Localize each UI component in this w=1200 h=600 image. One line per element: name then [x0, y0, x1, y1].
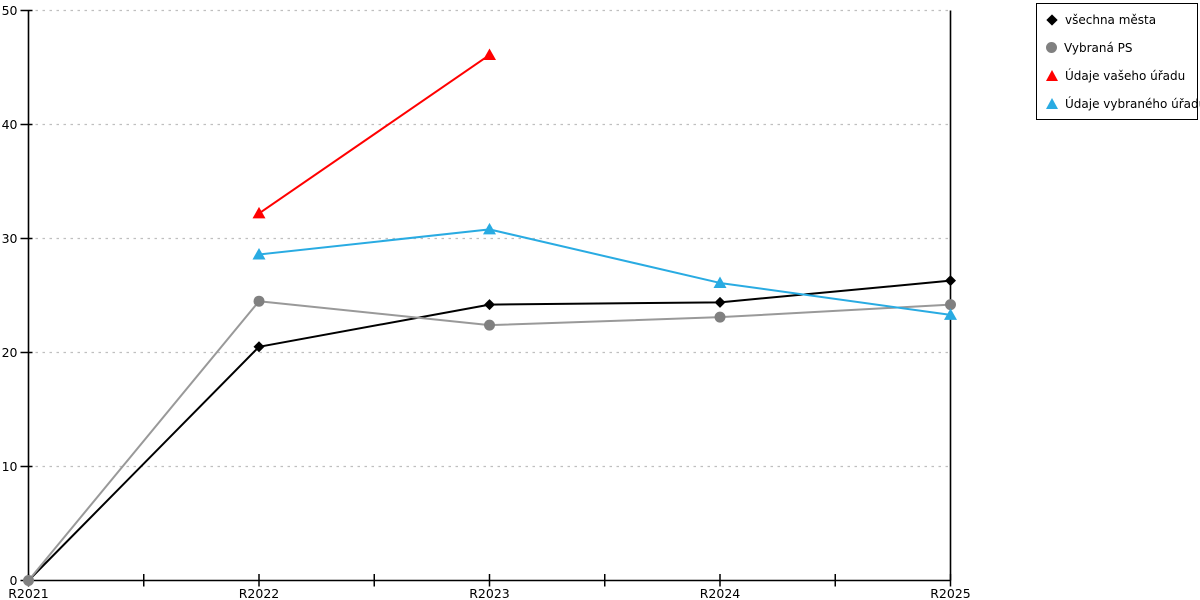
legend-label: všechna města [1065, 12, 1157, 27]
legend-label: Vybraná PS [1064, 40, 1133, 55]
circle-marker [253, 295, 265, 307]
x-tick-label: R2023 [469, 586, 510, 600]
legend-item: Vybraná PS [1046, 34, 1197, 62]
legend-item: Údaje vybraného úřadu [1046, 90, 1200, 118]
legend-item: Údaje vašeho úřadu [1046, 62, 1197, 90]
diamond-marker [945, 275, 956, 287]
triangle-marker [483, 222, 496, 235]
diamond-marker [484, 299, 495, 311]
circle-marker [945, 299, 956, 311]
diamond-icon [1046, 13, 1058, 26]
y-tick-label: 40 [2, 117, 18, 132]
gridlines [28, 9, 951, 468]
legend-label: Údaje vybraného úřadu [1065, 96, 1200, 111]
triangle-marker [483, 48, 496, 60]
y-tick-label: 30 [2, 231, 18, 246]
y-tick-label: 0 [10, 573, 18, 588]
legend-label: Údaje vašeho úřadu [1065, 68, 1186, 83]
diamond-marker [714, 296, 726, 308]
legend: všechna města Vybraná PS Údaje vašeho úř… [1036, 3, 1200, 120]
series-line [258, 228, 951, 316]
y-axis-ticks: 0 10 20 30 40 50 [2, 3, 33, 588]
x-tick-label: R2021 [8, 586, 49, 600]
x-tick-label: R2024 [700, 586, 741, 600]
series-triangle [252, 48, 496, 219]
y-tick-label: 10 [2, 459, 18, 474]
legend-item: všechna města [1046, 6, 1197, 34]
triangle-marker [944, 308, 957, 320]
circle-marker [714, 311, 726, 323]
x-axis-ticks: R2021 R2022 R2023 R2024 R2025 [8, 574, 971, 600]
series-circle [23, 295, 956, 586]
triangle-marker [713, 276, 727, 288]
series-triangle [252, 222, 957, 320]
x-tick-label: R2022 [239, 586, 280, 600]
triangle-icon [1046, 70, 1058, 81]
diamond-marker [253, 341, 265, 353]
x-tick-label: R2025 [930, 586, 971, 600]
y-tick-label: 50 [2, 3, 18, 18]
y-tick-label: 20 [2, 345, 18, 360]
triangle-marker [252, 247, 266, 260]
triangle-icon [1046, 98, 1058, 109]
line-chart-plot-area: 0 10 20 30 40 50 R2021 R2022 R2023 R2024 R2025 [2, 3, 971, 600]
circle-marker [484, 319, 495, 331]
circle-marker [23, 575, 34, 586]
triangle-marker [252, 206, 266, 219]
circle-icon [1046, 42, 1057, 53]
series-line [258, 54, 491, 215]
